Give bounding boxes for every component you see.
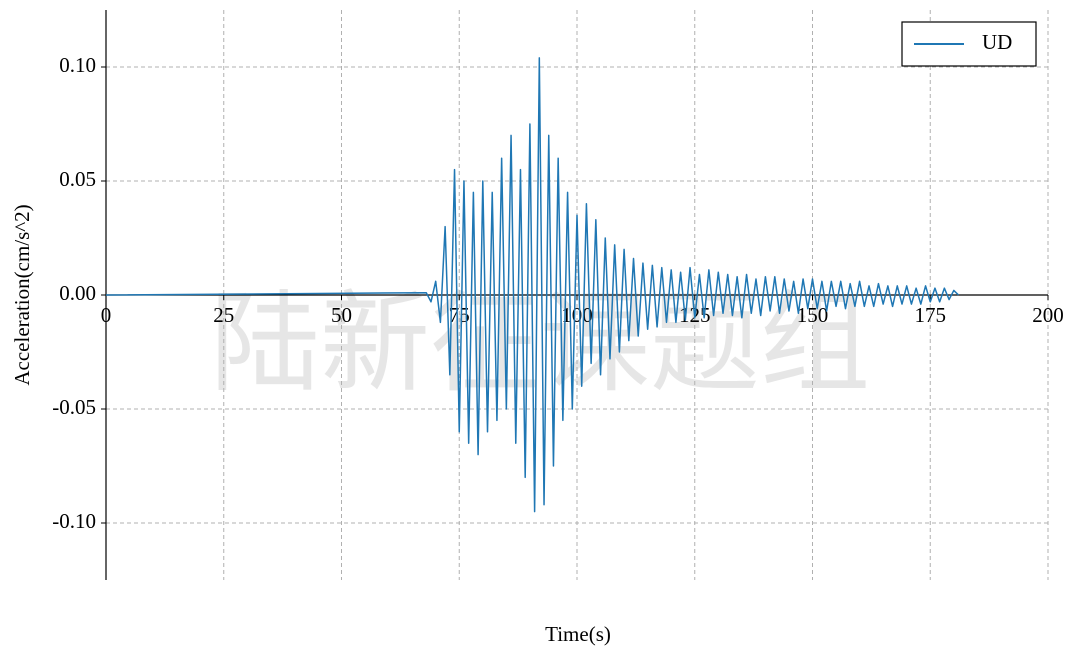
legend-label: UD bbox=[982, 30, 1012, 54]
x-tick-label: 100 bbox=[561, 303, 593, 327]
y-tick-label: 0.00 bbox=[59, 281, 96, 305]
x-tick-label: 75 bbox=[449, 303, 470, 327]
y-tick-label: -0.05 bbox=[52, 395, 96, 419]
legend: UD bbox=[901, 21, 1037, 67]
watermark: 陆新征课题组 bbox=[210, 283, 870, 405]
x-tick-label: 25 bbox=[213, 303, 234, 327]
x-tick-label: 50 bbox=[331, 303, 352, 327]
x-axis-label: Time(s) bbox=[545, 622, 611, 646]
y-tick-label: -0.10 bbox=[52, 509, 96, 533]
x-tick-label: 175 bbox=[915, 303, 947, 327]
y-axis-label: Acceleration(cm/s^2) bbox=[10, 204, 34, 385]
series-line bbox=[105, 57, 960, 513]
y-tick-label: 0.05 bbox=[59, 167, 96, 191]
y-tick-label: 0.10 bbox=[59, 53, 96, 77]
x-tick-label: 200 bbox=[1032, 303, 1064, 327]
x-tick-label: 150 bbox=[797, 303, 829, 327]
